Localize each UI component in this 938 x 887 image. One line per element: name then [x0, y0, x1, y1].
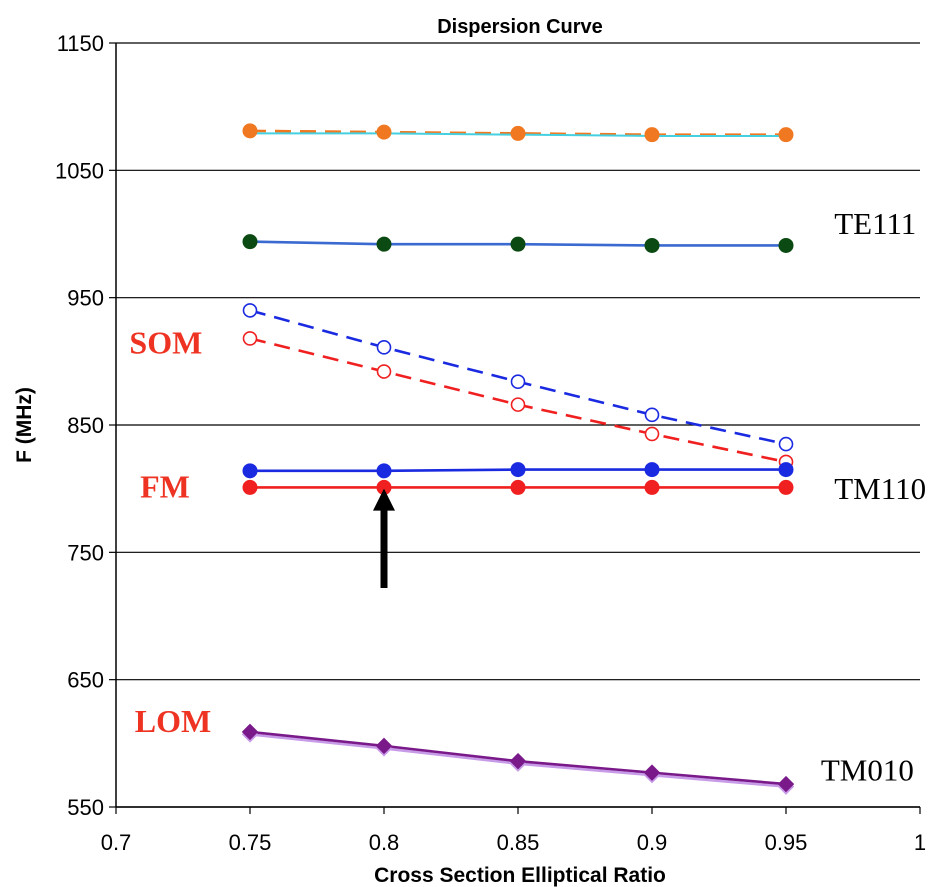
- data-point: [509, 752, 527, 770]
- annotation-lom: LOM: [135, 703, 211, 739]
- data-point: [510, 397, 526, 412]
- data-point: [510, 462, 526, 478]
- x-tick-label: 0.75: [229, 830, 272, 855]
- data-points: [241, 123, 795, 795]
- y-tick-label: 950: [67, 286, 104, 311]
- data-point: [376, 124, 392, 140]
- data-point: [510, 479, 526, 495]
- annotation-te111: TE111: [834, 206, 916, 241]
- data-point: [242, 479, 258, 495]
- y-tick-label: 1150: [57, 31, 104, 56]
- data-point: [778, 479, 794, 495]
- data-point: [778, 436, 794, 452]
- data-point: [777, 775, 795, 793]
- data-point: [644, 127, 660, 143]
- data-point: [778, 237, 794, 253]
- data-point: [375, 737, 393, 755]
- x-axis-label: Cross Section Elliptical Ratio: [374, 864, 666, 887]
- data-point: [644, 462, 660, 478]
- y-tick-label: 550: [67, 795, 104, 820]
- data-point: [510, 236, 526, 252]
- data-point: [778, 127, 794, 143]
- y-tick-label: 750: [67, 540, 104, 565]
- annotation-tm010: TM010: [821, 752, 914, 787]
- data-point: [242, 234, 258, 250]
- series-line: [249, 129, 786, 136]
- arrow-head: [373, 488, 395, 511]
- data-point: [510, 374, 526, 390]
- data-point: [376, 236, 392, 252]
- data-point: [242, 303, 258, 318]
- series-lines: [249, 129, 787, 788]
- data-point: [510, 125, 526, 141]
- data-point: [644, 479, 660, 495]
- data-point: [241, 723, 259, 741]
- x-tick-label: 0.95: [765, 830, 808, 855]
- x-tick-label: 1: [914, 830, 926, 855]
- data-point: [242, 463, 258, 479]
- y-tick-label: 1050: [55, 158, 104, 183]
- annotation-fm: FM: [140, 469, 190, 505]
- data-point: [376, 463, 392, 479]
- x-tick-label: 0.9: [637, 830, 668, 855]
- data-point: [643, 764, 661, 781]
- data-point: [644, 407, 660, 423]
- chart-title: Dispersion Curve: [437, 16, 603, 38]
- data-point: [644, 426, 660, 442]
- y-axis-label: F (MHz): [13, 387, 36, 463]
- annotations: SOM FM LOM TE111 TM110 TM010: [129, 206, 926, 787]
- axes: [109, 42, 921, 814]
- data-point: [376, 340, 392, 355]
- y-tick-label: 850: [67, 413, 104, 438]
- y-tick-label: 650: [67, 668, 104, 693]
- grid-lines: [116, 42, 920, 808]
- tick-labels: 550 650 750 850 950 1050 1150 0.7 0.75 0.8 0.85 0.9…: [55, 31, 926, 855]
- annotation-tm110: TM110: [834, 471, 926, 506]
- data-point: [242, 331, 258, 346]
- x-tick-label: 0.7: [101, 830, 132, 855]
- data-point: [644, 237, 660, 253]
- x-tick-label: 0.85: [497, 830, 540, 855]
- data-point: [778, 462, 794, 478]
- data-point: [376, 364, 392, 379]
- annotation-som: SOM: [129, 325, 202, 361]
- data-point: [242, 123, 258, 139]
- x-tick-label: 0.8: [369, 830, 400, 855]
